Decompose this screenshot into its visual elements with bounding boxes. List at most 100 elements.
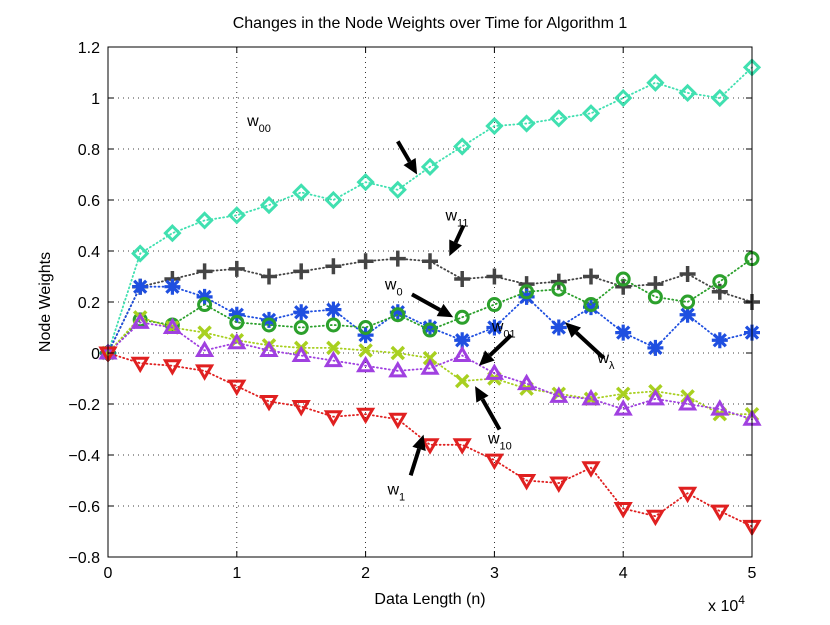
data-point: [583, 268, 599, 285]
annotation-label-sub: 11: [457, 217, 468, 229]
axes: 0 1 2 3 4 51.210.80.60.40.20−0.2−0.4−0.6−0.8: [68, 40, 756, 582]
data-point: [131, 244, 150, 263]
data-point: [355, 355, 376, 373]
data-point: [615, 278, 632, 295]
data-point: [292, 183, 311, 202]
annotation-arrow-shaft: [453, 224, 466, 244]
data-point: [710, 399, 730, 416]
data-point: [261, 268, 277, 285]
series-line: [107, 321, 753, 421]
data-point: [549, 476, 569, 494]
y-tick-label: 0.4: [78, 244, 100, 261]
data-point: [324, 190, 343, 210]
data-point: [325, 301, 342, 318]
data-point: [293, 263, 310, 280]
data-point: [259, 394, 279, 412]
series-line: [107, 66, 753, 354]
x-axis-multiplier-base: x 10: [708, 598, 738, 615]
data-point: [647, 339, 664, 356]
annotation-label-sub: 0: [396, 286, 402, 298]
annotation: wλ: [565, 322, 615, 372]
annotation-label: w1: [386, 482, 405, 504]
data-point: [358, 343, 373, 358]
annotation-label-main: w: [596, 350, 609, 367]
data-point: [197, 325, 212, 340]
data-point: [679, 265, 696, 282]
data-point: [646, 73, 665, 92]
data-point: [293, 304, 310, 321]
data-point: [358, 320, 374, 335]
series-layer: [98, 58, 762, 537]
annotation: w10: [475, 386, 512, 453]
data-point: [227, 379, 247, 397]
data-point: [196, 288, 213, 305]
y-tick-label: −0.8: [68, 550, 100, 567]
data-point: [615, 271, 631, 287]
data-point: [550, 319, 567, 336]
data-point: [130, 312, 150, 329]
data-point: [388, 360, 408, 378]
data-point: [293, 320, 309, 335]
data-point: [517, 114, 536, 133]
data-point: [452, 438, 472, 455]
annotation-label-main: w: [386, 482, 399, 499]
y-tick-label: −0.4: [68, 448, 100, 465]
annotation-arrow-shaft: [396, 140, 412, 163]
data-point: [516, 474, 537, 491]
data-point: [677, 394, 698, 411]
data-point: [678, 83, 697, 103]
data-point: [645, 509, 666, 527]
data-point: [323, 350, 344, 368]
data-point: [229, 314, 245, 330]
data-point: [679, 306, 696, 323]
data-point: [388, 412, 408, 430]
annotation: w0: [384, 276, 454, 318]
data-point: [710, 88, 729, 108]
data-point: [261, 317, 277, 333]
annotation-arrow-head: [565, 322, 582, 338]
data-point: [614, 88, 633, 108]
x-tick-label: 4: [619, 565, 628, 582]
data-point: [420, 438, 440, 455]
annotation-arrow-shaft: [410, 292, 442, 312]
data-point: [583, 297, 599, 313]
data-point: [615, 324, 632, 341]
data-point: [516, 373, 537, 391]
data-point: [485, 116, 504, 136]
data-point: [680, 294, 696, 310]
data-point: [323, 410, 344, 427]
data-point: [453, 137, 472, 156]
data-point: [712, 274, 728, 290]
annotation-label-main: w: [384, 276, 397, 293]
data-point: [390, 345, 406, 361]
data-point: [325, 317, 341, 333]
x-tick-label: 3: [490, 565, 499, 582]
annotation: w11: [444, 207, 468, 257]
data-point: [259, 340, 279, 357]
data-point: [420, 157, 440, 176]
data-point: [390, 307, 406, 323]
series-line: [107, 285, 753, 354]
data-point: [454, 271, 471, 288]
series-2: [100, 278, 760, 361]
data-point: [291, 400, 311, 417]
data-point: [581, 461, 601, 478]
annotation-arrow-shaft: [488, 333, 513, 357]
data-point: [484, 453, 505, 471]
data-point: [549, 386, 569, 403]
data-point: [162, 317, 183, 334]
annotation-arrow-head: [436, 303, 454, 318]
annotation-arrow-shaft: [480, 398, 502, 431]
data-point: [194, 340, 215, 357]
data-point: [486, 297, 502, 313]
data-point: [162, 359, 183, 376]
annotation-label: wλ: [596, 350, 615, 372]
data-point: [196, 263, 213, 280]
data-point: [422, 319, 438, 336]
annotation-arrow-shaft: [408, 448, 421, 477]
data-point: [645, 388, 666, 406]
annotation-label-sub: 01: [503, 328, 515, 340]
data-point: [194, 364, 215, 381]
